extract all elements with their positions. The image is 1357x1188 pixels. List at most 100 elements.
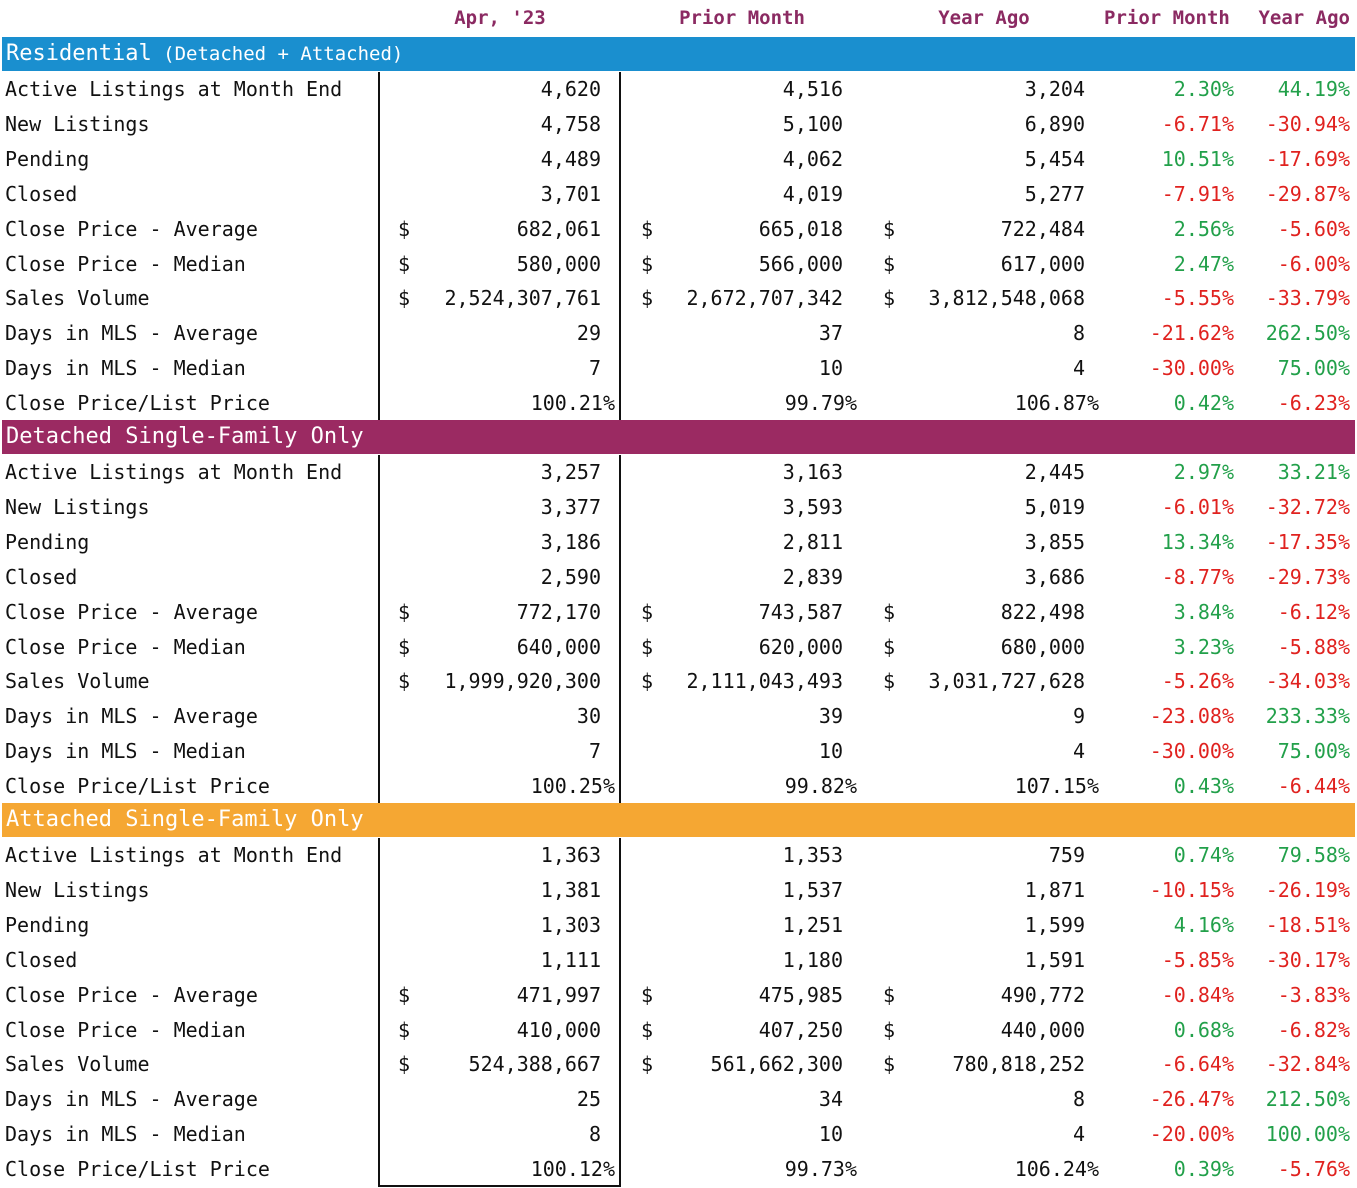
row-label: New Listings [5, 111, 150, 136]
cur-value: 4,489 [540, 146, 601, 171]
cur-value: 682,061 [516, 216, 601, 241]
pm-change: 2.97% [1173, 460, 1234, 484]
table-row: Pending 4,489 4,062 5,454 10.51% -17.69% [0, 142, 1357, 177]
dollar-sign: $ [883, 216, 896, 241]
ya-change: 212.50% [1265, 1087, 1350, 1112]
prior-value: 99.73% [784, 1157, 857, 1182]
ya-change: -3.83% [1277, 982, 1350, 1007]
row-label: Close Price/List Price [5, 1157, 270, 1182]
pm-change: 0.39% [1173, 1157, 1234, 1182]
row-label: Pending [5, 529, 90, 554]
ago-value: 617,000 [1000, 251, 1085, 276]
dollar-sign: $ [883, 1052, 896, 1077]
ya-change: 44.19% [1277, 77, 1350, 101]
row-label: Days in MLS - Median [5, 356, 246, 381]
row-label: Close Price/List Price [5, 391, 270, 416]
ago-value: 3,031,727,628 [928, 669, 1085, 694]
ago-value: 3,812,548,068 [928, 286, 1085, 311]
prior-value: 407,250 [758, 1017, 843, 1042]
table-row: Pending 3,186 2,811 3,855 13.34% -17.35% [0, 525, 1357, 560]
table-row: Closed 2,590 2,839 3,686 -8.77% -29.73% [0, 560, 1357, 595]
prior-value: 3,163 [782, 460, 843, 484]
ya-change: 262.50% [1265, 321, 1350, 346]
cur-value: 7 [588, 356, 601, 381]
cur-value: 1,303 [540, 912, 601, 937]
ago-value: 107.15% [1014, 774, 1099, 799]
current-column-right-border [619, 72, 621, 420]
dollar-sign: $ [883, 286, 896, 311]
column-header-pct-prior-month: Prior Month [1104, 7, 1230, 29]
ago-value: 3,204 [1024, 77, 1085, 101]
pm-change: -8.77% [1161, 564, 1234, 589]
prior-value: 2,672,707,342 [686, 286, 843, 311]
table-row: Close Price - Median $640,000 $620,000 $680… [0, 630, 1357, 665]
pm-change: -5.55% [1161, 286, 1234, 311]
ya-change: 79.58% [1277, 843, 1350, 867]
row-label: Pending [5, 912, 90, 937]
current-column-left-border [378, 455, 380, 803]
row-label: New Listings [5, 494, 150, 519]
prior-value: 2,839 [782, 564, 843, 589]
prior-value: 99.79% [784, 391, 857, 416]
table-row: Closed 3,701 4,019 5,277 -7.91% -29.87% [0, 177, 1357, 212]
dollar-sign: $ [641, 251, 654, 276]
table-row: Close Price - Median $580,000 $566,000 $617… [0, 247, 1357, 282]
prior-value: 4,019 [782, 181, 843, 206]
ya-change: -5.88% [1277, 634, 1350, 659]
table-row: Close Price - Average $682,061 $665,018 $72… [0, 212, 1357, 247]
row-label: Close Price - Average [5, 599, 258, 624]
ya-change: -29.87% [1265, 181, 1350, 206]
cur-value: 3,257 [540, 460, 601, 484]
pm-change: -6.64% [1161, 1052, 1234, 1077]
ya-change: -29.73% [1265, 564, 1350, 589]
ago-value: 3,855 [1024, 529, 1085, 554]
current-column-bottom-border [378, 1185, 621, 1187]
column-header-current: Apr, '23 [454, 7, 546, 29]
dollar-sign: $ [398, 1017, 411, 1042]
dollar-sign: $ [398, 982, 411, 1007]
prior-value: 561,662,300 [710, 1052, 843, 1077]
ago-value: 4 [1072, 739, 1085, 764]
table-row: Close Price/List Price 100.25% 99.82% 107.1… [0, 769, 1357, 804]
pm-change: 0.42% [1173, 391, 1234, 416]
prior-value: 1,537 [782, 877, 843, 902]
ago-value: 722,484 [1000, 216, 1085, 241]
prior-value: 2,811 [782, 529, 843, 554]
cur-value: 3,701 [540, 181, 601, 206]
table-row: Close Price - Average $471,997 $475,985 $49… [0, 978, 1357, 1013]
cur-value: 640,000 [516, 634, 601, 659]
table-row: Days in MLS - Average 29 37 8 -21.62% 262.50% [0, 316, 1357, 351]
row-label: Sales Volume [5, 669, 150, 694]
section-header-0: Residential (Detached + Attached) [2, 37, 1355, 71]
ago-value: 2,445 [1024, 460, 1085, 484]
pm-change: -10.15% [1149, 877, 1234, 902]
column-header-year-ago: Year Ago [938, 7, 1030, 29]
row-label: Sales Volume [5, 1052, 150, 1077]
pm-change: 10.51% [1161, 146, 1234, 171]
ya-change: -6.23% [1277, 391, 1350, 416]
ago-value: 3,686 [1024, 564, 1085, 589]
ago-value: 1,871 [1024, 877, 1085, 902]
ago-value: 8 [1072, 321, 1085, 346]
prior-value: 566,000 [758, 251, 843, 276]
row-label: Days in MLS - Average [5, 1087, 258, 1112]
prior-value: 10 [818, 739, 843, 764]
row-label: Close Price/List Price [5, 774, 270, 799]
ago-value: 9 [1072, 704, 1085, 729]
column-header-prior-month: Prior Month [679, 7, 805, 29]
ago-value: 5,277 [1024, 181, 1085, 206]
prior-value: 475,985 [758, 982, 843, 1007]
ya-change: 33.21% [1277, 460, 1350, 484]
cur-value: 410,000 [516, 1017, 601, 1042]
pm-change: -23.08% [1149, 704, 1234, 729]
current-column-right-border [619, 838, 621, 1186]
ya-change: -6.12% [1277, 599, 1350, 624]
dollar-sign: $ [641, 669, 654, 694]
cur-value: 1,381 [540, 877, 601, 902]
ya-change: -17.69% [1265, 146, 1350, 171]
row-label: Sales Volume [5, 286, 150, 311]
cur-value: 100.12% [530, 1157, 615, 1182]
cur-value: 1,999,920,300 [444, 669, 601, 694]
pm-change: 13.34% [1161, 529, 1234, 554]
cur-value: 100.25% [530, 774, 615, 799]
